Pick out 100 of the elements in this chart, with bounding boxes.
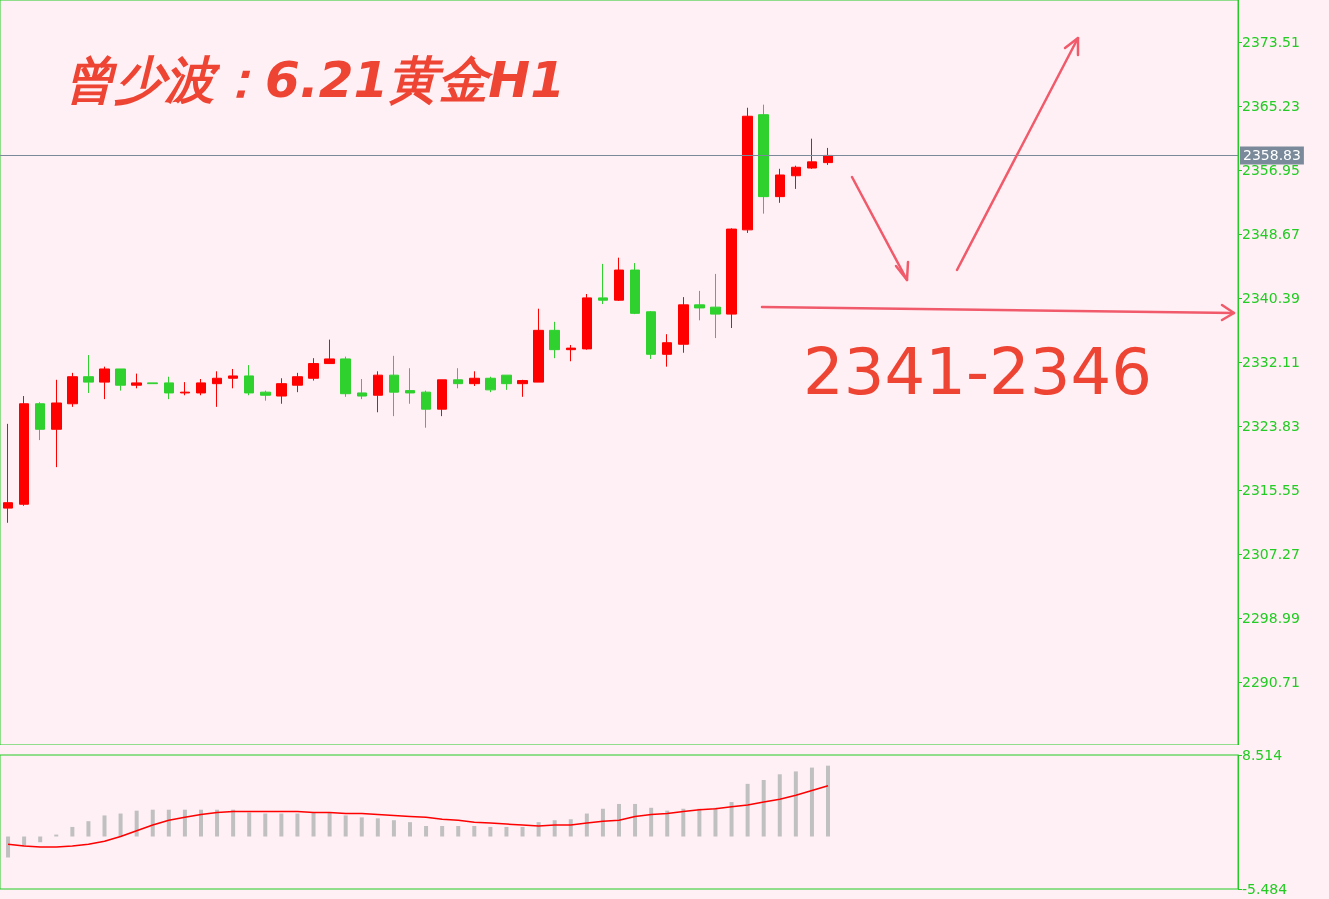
y-tick-label: 2365.23 — [1242, 97, 1300, 114]
candlestick — [244, 364, 254, 396]
bar — [359, 817, 364, 837]
bar — [263, 813, 268, 837]
bar — [343, 815, 348, 837]
y-tick-label: 2315.55 — [1242, 481, 1300, 498]
y-tick-label: -5.484 — [1242, 881, 1288, 897]
candlestick — [357, 378, 367, 400]
candlestick — [517, 379, 528, 398]
bar — [327, 812, 332, 837]
bar — [697, 808, 702, 837]
candlestick — [292, 372, 303, 393]
bar — [134, 810, 139, 837]
candlestick — [453, 367, 463, 389]
candlestick — [147, 382, 158, 385]
bar — [424, 825, 429, 837]
candlestick — [405, 367, 415, 405]
bar — [70, 826, 75, 837]
bar — [472, 825, 477, 837]
candlestick — [164, 376, 174, 400]
candlestick — [276, 377, 287, 405]
bar — [391, 820, 396, 837]
bar — [118, 813, 123, 837]
candlestick — [646, 310, 656, 360]
bar — [617, 803, 621, 837]
candlestick — [549, 321, 560, 359]
bar — [166, 809, 171, 837]
y-tick-label: 2348.67 — [1242, 225, 1300, 242]
candlestick — [19, 395, 29, 507]
candlestick — [598, 263, 608, 305]
y-tick-label: 2340.39 — [1242, 289, 1300, 306]
bar — [761, 780, 766, 837]
candlestick — [228, 368, 238, 389]
candlestick — [35, 401, 45, 441]
candlestick — [324, 339, 335, 365]
bar — [295, 813, 300, 837]
candlestick — [710, 273, 721, 339]
y-tick-label: 2298.99 — [1242, 609, 1300, 626]
candlestick — [340, 356, 351, 398]
candlestick — [758, 104, 769, 215]
candlestick — [582, 293, 592, 351]
bar — [665, 810, 670, 837]
bar — [584, 813, 589, 837]
bar — [440, 825, 445, 837]
bar — [745, 783, 750, 837]
bar — [407, 822, 412, 837]
bar — [6, 836, 11, 858]
candlestick — [485, 376, 496, 393]
y-tick-label: 2323.83 — [1242, 417, 1300, 434]
candlestick — [614, 257, 624, 302]
candlestick — [131, 373, 142, 389]
candlestick — [694, 290, 705, 321]
bar — [729, 802, 734, 837]
bar — [681, 808, 686, 837]
candlestick — [373, 370, 383, 413]
candlestick — [678, 296, 689, 354]
candlestick — [212, 370, 222, 408]
candlestick — [630, 262, 640, 315]
bar — [102, 815, 107, 837]
bar — [247, 812, 252, 837]
bar — [633, 803, 638, 837]
candlestick — [726, 227, 737, 329]
bar — [311, 812, 316, 837]
bar — [520, 826, 525, 837]
bar — [86, 821, 91, 837]
candlestick — [308, 357, 319, 382]
text: 曾少波：6.21黄金H1 — [65, 51, 565, 109]
candlestick — [791, 165, 801, 190]
bar — [182, 809, 187, 837]
candlestick — [533, 308, 544, 383]
ref-line-label: 2358.83 — [1243, 147, 1301, 164]
candlestick — [437, 379, 447, 417]
candlestick — [83, 354, 94, 394]
candlestick — [99, 366, 110, 400]
bar — [150, 809, 155, 837]
candlestick — [775, 168, 785, 204]
candlestick — [51, 379, 62, 468]
annotation: 2341-2346 — [803, 335, 1152, 409]
candlestick — [196, 378, 206, 396]
bar — [713, 807, 718, 837]
candlestick — [180, 381, 190, 396]
y-tick-label: 2290.71 — [1242, 673, 1300, 690]
candlestick — [807, 138, 817, 170]
y-tick-label: 8.514 — [1242, 747, 1283, 763]
line-series — [7, 785, 829, 848]
bar — [231, 809, 236, 837]
bar — [793, 771, 798, 837]
y-tick-label: 2373.51 — [1242, 33, 1300, 50]
bar — [826, 765, 831, 837]
candlestick — [3, 423, 13, 524]
bar — [456, 825, 461, 837]
candlestick — [421, 390, 431, 429]
bar — [649, 807, 654, 837]
candlestick — [469, 370, 480, 387]
bar — [600, 808, 605, 837]
bar — [488, 826, 493, 837]
bar — [777, 774, 782, 837]
candlestick — [742, 107, 753, 234]
bar — [279, 813, 284, 837]
bar — [809, 767, 814, 837]
